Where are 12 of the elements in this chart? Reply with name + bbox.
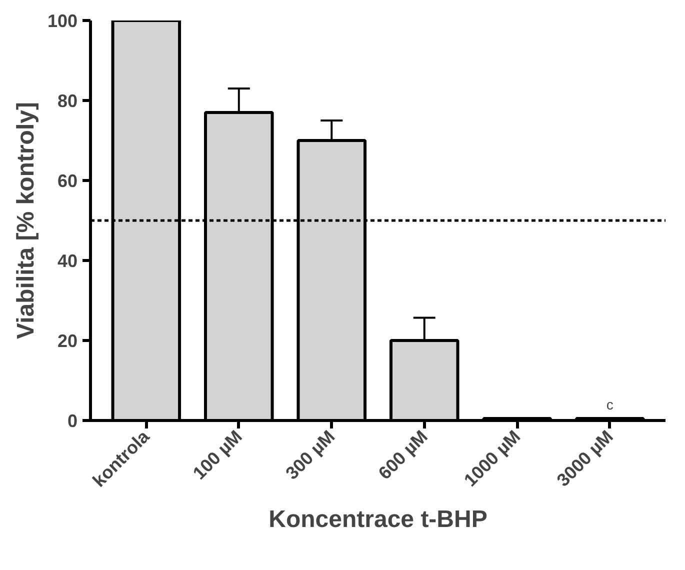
- y-tick-label: 100: [47, 11, 78, 31]
- y-tick-label: 60: [57, 171, 78, 191]
- y-axis-title: Viabilita [% kontroly]: [12, 102, 40, 339]
- x-tick-label: 100 µM: [189, 426, 246, 484]
- x-tick-label: 600 µM: [374, 426, 432, 484]
- y-tick-label: 0: [67, 411, 78, 431]
- y-tick-label: 80: [57, 91, 78, 111]
- x-axis-title: Koncentrace t-BHP: [268, 506, 488, 533]
- y-tick-label: 20: [57, 331, 78, 351]
- annotation: c: [606, 396, 614, 412]
- y-tick-label: 40: [57, 251, 78, 271]
- x-tick-label: 300 µM: [282, 426, 339, 484]
